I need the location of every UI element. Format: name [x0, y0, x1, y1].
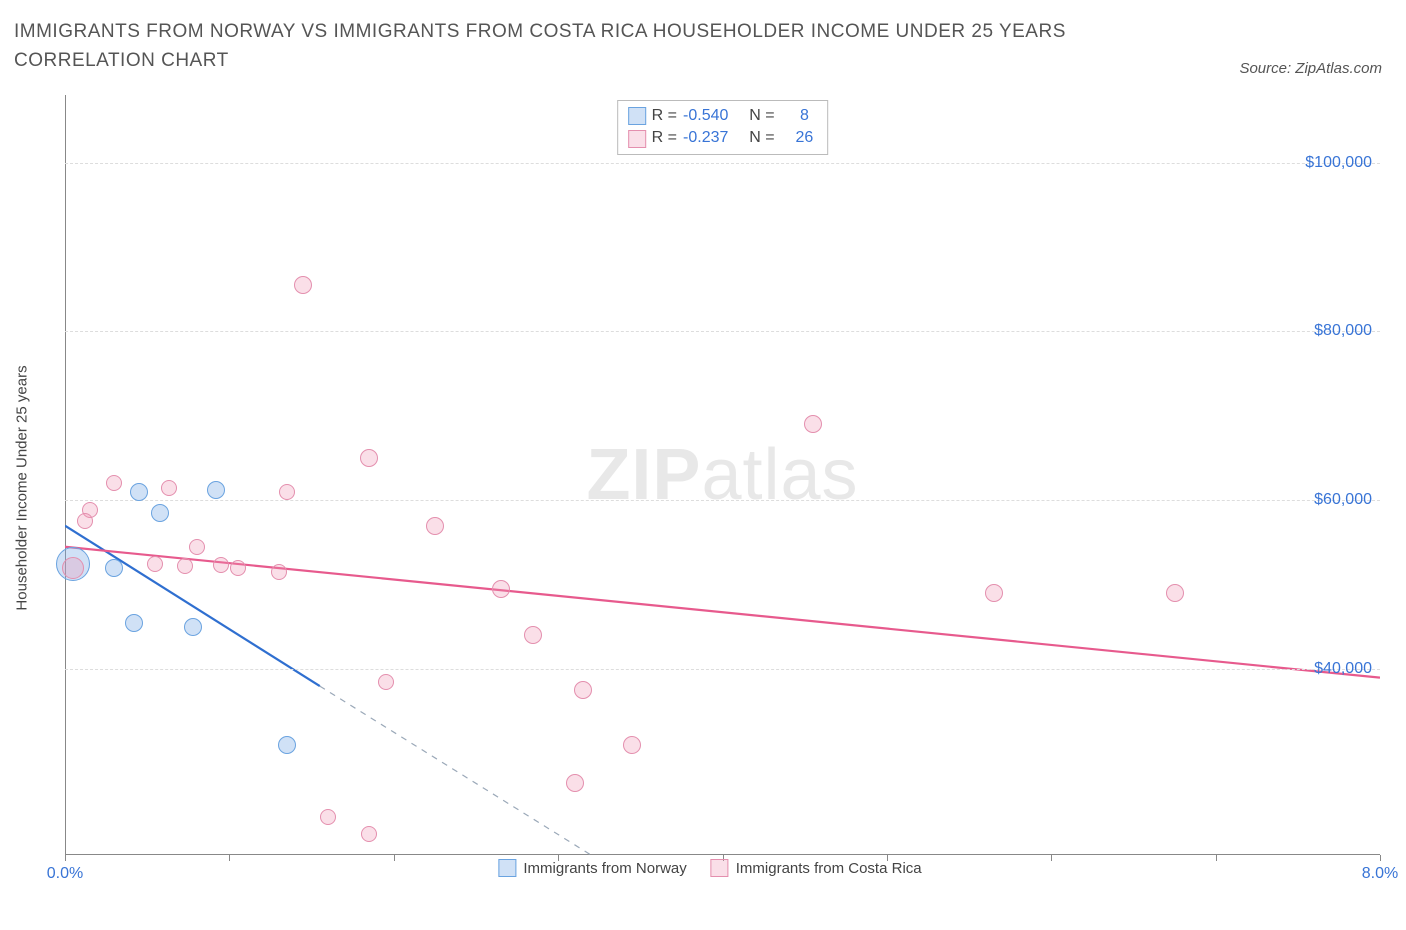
- data-point-costarica: [426, 517, 444, 535]
- stats-r-label-2: R =: [652, 127, 677, 149]
- data-point-costarica: [361, 826, 377, 842]
- data-point-costarica: [271, 564, 287, 580]
- legend-label-costarica: Immigrants from Costa Rica: [736, 860, 922, 877]
- x-tick: [65, 855, 66, 861]
- stats-r-norway: -0.540: [683, 105, 728, 127]
- stats-box: R = -0.540 N = 8 R = -0.237 N = 26: [617, 100, 829, 155]
- stats-n-spacer-2: [734, 127, 743, 149]
- swatch-norway: [628, 107, 646, 125]
- stats-n-label-2: N =: [749, 127, 774, 149]
- data-point-costarica: [62, 557, 84, 579]
- stats-n-label: [734, 105, 743, 127]
- data-point-costarica: [378, 674, 394, 690]
- watermark-bold: ZIP: [586, 435, 701, 515]
- data-point-norway: [207, 481, 225, 499]
- data-point-costarica: [524, 626, 542, 644]
- watermark-light: atlas: [701, 435, 858, 515]
- grid-line: [65, 500, 1380, 501]
- x-tick: [1380, 855, 1381, 861]
- data-point-costarica: [623, 736, 641, 754]
- data-point-norway: [184, 618, 202, 636]
- data-point-costarica: [279, 484, 295, 500]
- chart-title: IMMIGRANTS FROM NORWAY VS IMMIGRANTS FRO…: [14, 18, 1206, 75]
- y-axis-label: Householder Income Under 25 years: [14, 365, 31, 610]
- stats-r-costarica: -0.237: [683, 127, 728, 149]
- y-axis-line: [65, 95, 66, 855]
- data-point-costarica: [189, 539, 205, 555]
- trend-lines: [65, 95, 1380, 855]
- stats-n-costarica-pad: [781, 127, 790, 149]
- data-point-costarica: [574, 681, 592, 699]
- stats-r-label: R =: [652, 105, 677, 127]
- x-tick: [1051, 855, 1052, 861]
- data-point-costarica: [77, 513, 93, 529]
- plot-region: ZIPatlas R = -0.540 N = 8 R = -0.237 N =: [65, 95, 1380, 855]
- x-tick: [1216, 855, 1217, 861]
- swatch-costarica: [628, 130, 646, 148]
- data-point-norway: [105, 559, 123, 577]
- data-point-costarica: [106, 475, 122, 491]
- grid-line: [65, 331, 1380, 332]
- legend-swatch-costarica: [711, 859, 729, 877]
- stats-n-costarica: 26: [796, 127, 814, 149]
- source-label: Source: ZipAtlas.com: [1239, 60, 1382, 77]
- data-point-costarica: [1166, 584, 1184, 602]
- data-point-costarica: [294, 276, 312, 294]
- y-tick-label: $100,000: [1305, 154, 1372, 172]
- data-point-costarica: [360, 449, 378, 467]
- y-tick-label: $60,000: [1314, 491, 1372, 509]
- stats-n-label-1: N =: [749, 105, 774, 127]
- bottom-legend: Immigrants from Norway Immigrants from C…: [498, 859, 921, 877]
- grid-line: [65, 669, 1380, 670]
- data-point-costarica: [230, 560, 246, 576]
- legend-label-norway: Immigrants from Norway: [523, 860, 686, 877]
- x-tick-label: 0.0%: [47, 865, 83, 883]
- x-tick-label: 8.0%: [1362, 865, 1398, 883]
- legend-item-costarica: Immigrants from Costa Rica: [711, 859, 922, 877]
- x-tick: [394, 855, 395, 861]
- stats-n-norway-v: 8: [800, 105, 809, 127]
- watermark: ZIPatlas: [586, 434, 858, 516]
- data-point-costarica: [985, 584, 1003, 602]
- data-point-costarica: [213, 557, 229, 573]
- data-point-norway: [151, 504, 169, 522]
- data-point-norway: [125, 614, 143, 632]
- data-point-costarica: [161, 480, 177, 496]
- stats-n-norway: [781, 105, 794, 127]
- legend-item-norway: Immigrants from Norway: [498, 859, 686, 877]
- data-point-costarica: [804, 415, 822, 433]
- data-point-norway: [130, 483, 148, 501]
- data-point-costarica: [320, 809, 336, 825]
- stats-row-costarica: R = -0.237 N = 26: [628, 127, 814, 149]
- data-point-costarica: [177, 558, 193, 574]
- legend-swatch-norway: [498, 859, 516, 877]
- data-point-costarica: [147, 556, 163, 572]
- grid-line: [65, 163, 1380, 164]
- data-point-costarica: [566, 774, 584, 792]
- chart-area: Householder Income Under 25 years ZIPatl…: [40, 95, 1380, 880]
- stats-row-norway: R = -0.540 N = 8: [628, 105, 814, 127]
- data-point-norway: [278, 736, 296, 754]
- x-tick: [229, 855, 230, 861]
- y-tick-label: $40,000: [1314, 660, 1372, 678]
- data-point-costarica: [492, 580, 510, 598]
- y-tick-label: $80,000: [1314, 322, 1372, 340]
